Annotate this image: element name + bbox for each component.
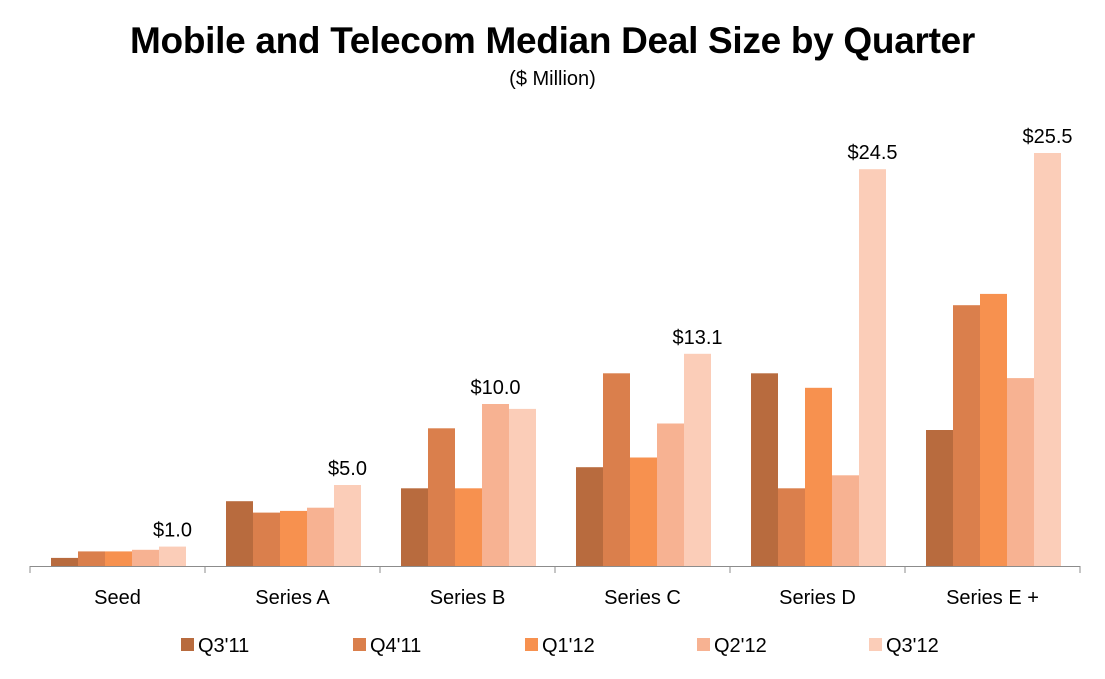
data-label: $5.0: [328, 458, 367, 480]
data-label: $24.5: [847, 142, 897, 164]
legend-swatch: [353, 638, 366, 651]
legend-swatch: [869, 638, 882, 651]
bar-seed-q311: [51, 557, 78, 566]
legend-label: Q3'11: [198, 635, 249, 657]
bar-series-b-q311: [401, 488, 428, 566]
x-tick-label: Series B: [430, 587, 506, 609]
bar-series-a-q311: [226, 501, 253, 566]
data-label: $13.1: [672, 327, 722, 349]
bar-series-a-q112: [280, 510, 307, 566]
bar-series-d-q312: [859, 169, 886, 566]
bar-series-b-q312: [509, 408, 536, 566]
bar-series-b-q212: [482, 404, 509, 566]
bar-series-e-q212: [1007, 378, 1034, 566]
bar-series-d-q411: [778, 488, 805, 566]
bar-series-d-q311: [751, 373, 778, 566]
x-tick-label: Series D: [779, 587, 856, 609]
x-tick-label: Seed: [94, 587, 141, 609]
chart-subtitle: ($ Million): [509, 68, 596, 90]
bar-series-b-q112: [455, 488, 482, 566]
bar-series-a-q312: [334, 485, 361, 566]
legend-swatch: [697, 638, 710, 651]
bar-series-d-q112: [805, 387, 832, 566]
bar-series-e-q411: [953, 305, 980, 566]
legend-swatch: [181, 638, 194, 651]
bar-series-d-q212: [832, 475, 859, 566]
legend-swatch: [525, 638, 538, 651]
data-label: $10.0: [470, 377, 520, 399]
bar-series-c-q312: [684, 353, 711, 566]
bar-seed-q411: [78, 551, 105, 566]
chart-title: Mobile and Telecom Median Deal Size by Q…: [130, 20, 975, 61]
bar-series-e-q112: [980, 293, 1007, 566]
bar-series-c-q311: [576, 467, 603, 566]
legend-label: Q4'11: [370, 635, 421, 657]
bar-seed-q212: [132, 549, 159, 566]
bar-series-c-q212: [657, 423, 684, 566]
x-tick-label: Series A: [255, 587, 330, 609]
legend-label: Q1'12: [542, 635, 595, 657]
data-label: $1.0: [153, 520, 192, 542]
data-label: $25.5: [1022, 126, 1072, 148]
bar-seed-q312: [159, 546, 186, 566]
bar-series-c-q411: [603, 373, 630, 566]
legend-label: Q2'12: [714, 635, 767, 657]
bar-series-a-q212: [307, 507, 334, 566]
x-tick-label: Series E +: [946, 587, 1039, 609]
x-tick-label: Series C: [604, 587, 681, 609]
bar-series-a-q411: [253, 512, 280, 566]
bar-series-c-q112: [630, 457, 657, 566]
bar-series-b-q411: [428, 428, 455, 566]
bar-seed-q112: [105, 551, 132, 566]
legend-label: Q3'12: [886, 635, 939, 657]
bar-series-e-q312: [1034, 153, 1061, 566]
bar-series-e-q311: [926, 430, 953, 566]
